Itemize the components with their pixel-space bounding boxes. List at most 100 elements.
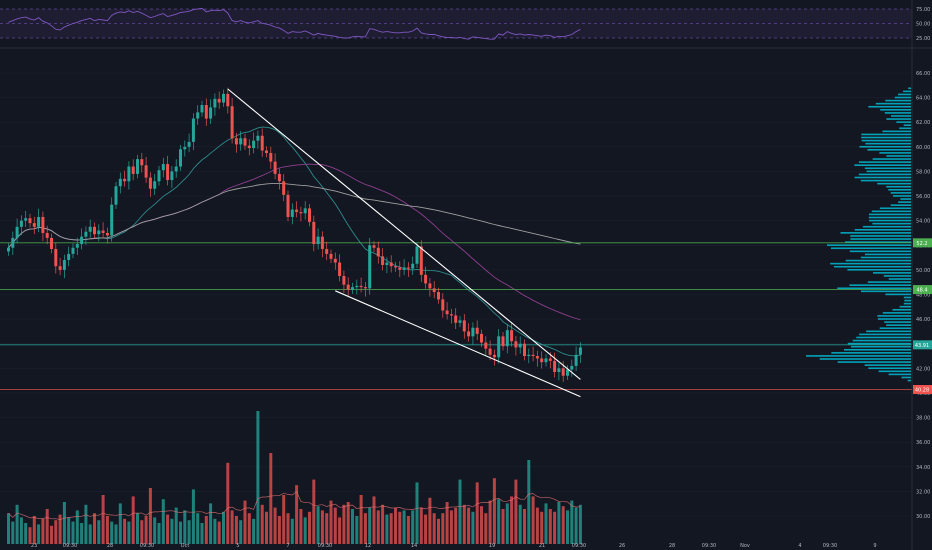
- candlesticks: [7, 87, 582, 382]
- volume-profile-bar: [864, 364, 911, 366]
- volume-bar: [127, 521, 131, 544]
- candle-body: [484, 342, 488, 349]
- volume-bar: [389, 513, 393, 544]
- price-tick-label: 62.00: [916, 120, 930, 126]
- volume-profile-bar: [806, 355, 911, 357]
- candle-body: [127, 166, 131, 182]
- candle-body: [97, 230, 101, 235]
- candle-body: [187, 141, 191, 147]
- candle-body: [355, 285, 359, 288]
- candle-body: [312, 221, 316, 245]
- volume-bar: [441, 513, 445, 544]
- volume-bar: [355, 516, 359, 544]
- time-tick-label: 09:30: [140, 543, 154, 549]
- volume-profile-bar: [888, 373, 911, 376]
- volume-bar: [234, 516, 238, 544]
- candle-body: [148, 177, 152, 189]
- candle-body: [88, 226, 92, 232]
- volume-bar: [394, 507, 397, 544]
- time-tick-label: Nov: [740, 543, 750, 549]
- volume-bar: [480, 506, 483, 544]
- candle-body: [114, 186, 118, 205]
- volume-bar: [80, 523, 84, 544]
- candle-body: [458, 320, 462, 323]
- price-level-tag: [913, 384, 932, 394]
- volume-bar: [406, 516, 410, 544]
- candle-body: [316, 236, 320, 245]
- candle-body: [342, 276, 346, 285]
- volume-profile-bar: [903, 124, 911, 126]
- volume-bar: [101, 495, 105, 544]
- candle-body: [359, 285, 363, 288]
- candle-body: [140, 159, 144, 166]
- volume-profile-bar: [854, 228, 911, 231]
- time-axis[interactable]: 23 09:30 28 09:30 Oct 5 7 09:30 12 14 19 21 09:30 26 2…: [31, 543, 877, 549]
- volume-profile-bar: [882, 130, 911, 133]
- volume-profile-bar: [861, 139, 911, 142]
- horizontal-levels[interactable]: [0, 242, 912, 390]
- volume-bar: [518, 504, 522, 544]
- volume-profile-bar: [861, 136, 911, 139]
- volume-profile-bar: [854, 176, 911, 179]
- candle-body: [277, 173, 281, 182]
- trendline-lower[interactable]: [335, 290, 581, 398]
- volume-profile-bar: [908, 87, 911, 90]
- volume-profile-bar: [900, 198, 911, 200]
- time-tick-label: 28: [669, 543, 675, 549]
- volume-profile-bar: [888, 189, 911, 191]
- candle-body: [411, 263, 415, 269]
- time-tick-label: 09:30: [823, 543, 837, 549]
- candle-body: [531, 354, 535, 357]
- volume-bar: [286, 513, 290, 544]
- price-tick-label: 30.00: [916, 514, 930, 520]
- volume-bar: [131, 496, 135, 544]
- volume-profile-bar: [888, 278, 911, 280]
- volume-bar: [454, 507, 458, 544]
- volume-bar: [385, 514, 389, 544]
- volume-profile-bar: [899, 127, 911, 130]
- volume-bar: [256, 411, 260, 544]
- candle-body: [166, 164, 170, 181]
- price-level-tags: 52.2 48.4 43.91 40.28: [913, 238, 932, 394]
- time-tick-label: 09:30: [572, 543, 586, 549]
- candle-body: [449, 314, 453, 316]
- volume-bar: [574, 507, 578, 544]
- volume-bar: [209, 503, 213, 544]
- volume-bar: [531, 496, 535, 544]
- volume-bar: [411, 510, 415, 544]
- volume-profile-bar: [865, 142, 911, 145]
- price-level-tag: [913, 238, 932, 248]
- volume-profile-bar: [845, 241, 911, 243]
- trendlines[interactable]: [227, 88, 581, 398]
- volume-bar: [303, 517, 307, 544]
- trendline-upper[interactable]: [227, 88, 581, 380]
- time-tick-label: Oct: [181, 543, 190, 549]
- candle-body: [574, 354, 578, 366]
- candle-body: [24, 218, 28, 221]
- rsi-tick-label: 50.00: [916, 22, 930, 28]
- candle-body: [325, 248, 329, 254]
- candle-body: [510, 330, 514, 342]
- volume-bar: [437, 518, 440, 544]
- volume-bar: [316, 506, 320, 544]
- volume-bar: [123, 518, 127, 544]
- price-level-tag: [913, 340, 932, 350]
- volume-bar: [432, 513, 436, 544]
- candle-body: [553, 360, 557, 373]
- time-tick-label: 7: [286, 543, 289, 549]
- volume-profile-bar: [892, 308, 911, 311]
- volume-bar: [58, 514, 62, 544]
- candle-body: [252, 140, 256, 149]
- volume-bar: [492, 478, 496, 544]
- volume-profile-bar: [886, 155, 911, 157]
- volume-bar: [419, 507, 423, 544]
- candle-body: [157, 170, 161, 182]
- candle-body: [389, 262, 393, 267]
- volume-bar: [402, 510, 406, 544]
- volume-bar: [153, 517, 157, 544]
- rsi-tick-label: 75.00: [916, 7, 930, 13]
- price-level-tag-label: 43.91: [915, 343, 929, 349]
- candle-body: [11, 237, 15, 248]
